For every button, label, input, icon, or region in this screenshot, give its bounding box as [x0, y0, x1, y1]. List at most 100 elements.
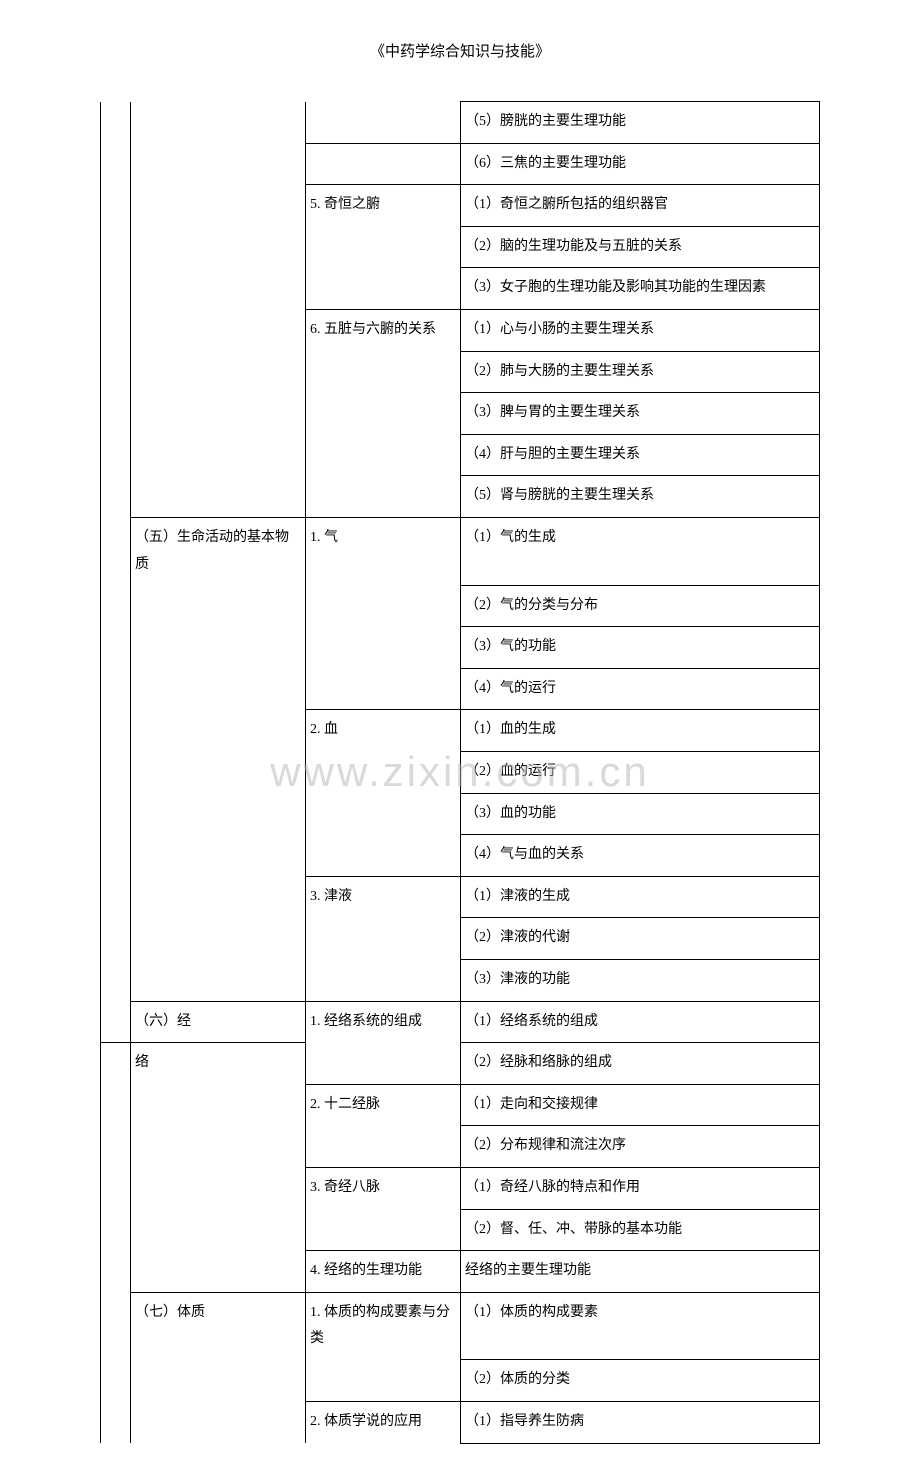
col2-cell — [131, 1167, 306, 1209]
col3-cell — [306, 351, 461, 393]
col2-cell — [131, 143, 306, 185]
col4-cell: （2）津液的代谢 — [461, 918, 820, 960]
col2-cell — [131, 918, 306, 960]
table-row: （六）经1. 经络系统的组成（1）经络系统的组成 — [101, 1001, 820, 1043]
table-row: 3. 津液（1）津液的生成 — [101, 876, 820, 918]
col4-cell: （3）津液的功能 — [461, 959, 820, 1001]
col4-cell: （1）指导养生防病 — [461, 1402, 820, 1444]
col1-cell — [101, 351, 131, 393]
col3-cell — [306, 476, 461, 518]
col4-cell: （1）走向和交接规律 — [461, 1084, 820, 1126]
table-row: 5. 奇恒之腑（1）奇恒之腑所包括的组织器官 — [101, 185, 820, 227]
col2-cell — [131, 752, 306, 794]
col3-cell: 1. 经络系统的组成 — [306, 1001, 461, 1043]
col4-cell: （1）奇恒之腑所包括的组织器官 — [461, 185, 820, 227]
col1-cell — [101, 268, 131, 310]
col2-cell — [131, 351, 306, 393]
col1-cell — [101, 434, 131, 476]
col1-cell — [101, 1043, 131, 1085]
col4-cell: （4）肝与胆的主要生理关系 — [461, 434, 820, 476]
col1-cell — [101, 1251, 131, 1293]
col4-cell: （1）血的生成 — [461, 710, 820, 752]
col2-cell — [131, 627, 306, 669]
table-row: 6. 五脏与六腑的关系（1）心与小肠的主要生理关系 — [101, 309, 820, 351]
table-row: （七）体质1. 体质的构成要素与分类（1）体质的构成要素 — [101, 1292, 820, 1360]
table-row: （3）女子胞的生理功能及影响其功能的生理因素 — [101, 268, 820, 310]
table-row: 2. 血（1）血的生成 — [101, 710, 820, 752]
col3-cell — [306, 143, 461, 185]
col1-cell — [101, 185, 131, 227]
table-row: 络 （2）经脉和络脉的组成 — [101, 1043, 820, 1085]
col4-cell: （2）经脉和络脉的组成 — [461, 1043, 820, 1085]
col2-cell — [131, 476, 306, 518]
col2-cell — [131, 102, 306, 144]
col2-cell — [131, 1251, 306, 1293]
col1-cell — [101, 1292, 131, 1360]
col3-cell: 5. 奇恒之腑 — [306, 185, 461, 227]
col4-cell: （6）三焦的主要生理功能 — [461, 143, 820, 185]
col3-cell: 2. 血 — [306, 710, 461, 752]
page-title: 《中药学综合知识与技能》 — [0, 40, 920, 61]
col1-cell — [101, 918, 131, 960]
col1-cell — [101, 752, 131, 794]
col4-cell: （1）心与小肠的主要生理关系 — [461, 309, 820, 351]
col4-cell: （2）肺与大肠的主要生理关系 — [461, 351, 820, 393]
col3-cell — [306, 226, 461, 268]
col4-cell: （5）肾与膀胱的主要生理关系 — [461, 476, 820, 518]
table-container: www.zixin.com.cn （5）膀胱的主要生理功能（6）三焦的主要生理功… — [100, 101, 820, 1444]
col4-cell: （2）分布规律和流注次序 — [461, 1126, 820, 1168]
col3-cell — [306, 1209, 461, 1251]
col2-cell — [131, 1126, 306, 1168]
col4-cell: （1）津液的生成 — [461, 876, 820, 918]
col1-cell — [101, 585, 131, 627]
col1-cell — [101, 1001, 131, 1043]
table-row: （4）肝与胆的主要生理关系 — [101, 434, 820, 476]
table-row: （2）津液的代谢 — [101, 918, 820, 960]
col2-cell — [131, 793, 306, 835]
table-row: 4. 经络的生理功能经络的主要生理功能 — [101, 1251, 820, 1293]
col3-cell: 3. 津液 — [306, 876, 461, 918]
col1-cell — [101, 309, 131, 351]
col1-cell — [101, 627, 131, 669]
col1-cell — [101, 1402, 131, 1444]
col2-cell — [131, 309, 306, 351]
col1-cell — [101, 393, 131, 435]
col2-cell: 络 — [131, 1043, 306, 1085]
col4-cell: （2）体质的分类 — [461, 1360, 820, 1402]
col2-cell — [131, 185, 306, 227]
col4-cell: （1）体质的构成要素 — [461, 1292, 820, 1360]
col2-cell — [131, 268, 306, 310]
col2-cell — [131, 835, 306, 877]
col2-cell — [131, 226, 306, 268]
col4-cell: （2）脑的生理功能及与五脏的关系 — [461, 226, 820, 268]
col2-cell — [131, 710, 306, 752]
col3-cell — [306, 102, 461, 144]
col4-cell: （4）气与血的关系 — [461, 835, 820, 877]
col2-cell: （五）生命活动的基本物质 — [131, 517, 306, 585]
col4-cell: （1）经络系统的组成 — [461, 1001, 820, 1043]
table-row: （2）分布规律和流注次序 — [101, 1126, 820, 1168]
col4-cell: （2）督、任、冲、带脉的基本功能 — [461, 1209, 820, 1251]
col3-cell — [306, 835, 461, 877]
col3-cell — [306, 959, 461, 1001]
table-row: （2）肺与大肠的主要生理关系 — [101, 351, 820, 393]
col4-cell: （3）血的功能 — [461, 793, 820, 835]
col2-cell — [131, 1360, 306, 1402]
table-row: （3）气的功能 — [101, 627, 820, 669]
col3-cell: 4. 经络的生理功能 — [306, 1251, 461, 1293]
col4-cell: （3）女子胞的生理功能及影响其功能的生理因素 — [461, 268, 820, 310]
table-row: （2）督、任、冲、带脉的基本功能 — [101, 1209, 820, 1251]
col1-cell — [101, 668, 131, 710]
table-row: （2）体质的分类 — [101, 1360, 820, 1402]
col1-cell — [101, 959, 131, 1001]
table-row: （4）气与血的关系 — [101, 835, 820, 877]
table-row: 2. 体质学说的应用（1）指导养生防病 — [101, 1402, 820, 1444]
col1-cell — [101, 876, 131, 918]
col1-cell — [101, 793, 131, 835]
col3-cell: 2. 体质学说的应用 — [306, 1402, 461, 1444]
col3-cell: 3. 奇经八脉 — [306, 1167, 461, 1209]
table-row: 2. 十二经脉（1）走向和交接规律 — [101, 1084, 820, 1126]
col1-cell — [101, 1126, 131, 1168]
col3-cell: 1. 气 — [306, 517, 461, 585]
col4-cell: （3）脾与胃的主要生理关系 — [461, 393, 820, 435]
